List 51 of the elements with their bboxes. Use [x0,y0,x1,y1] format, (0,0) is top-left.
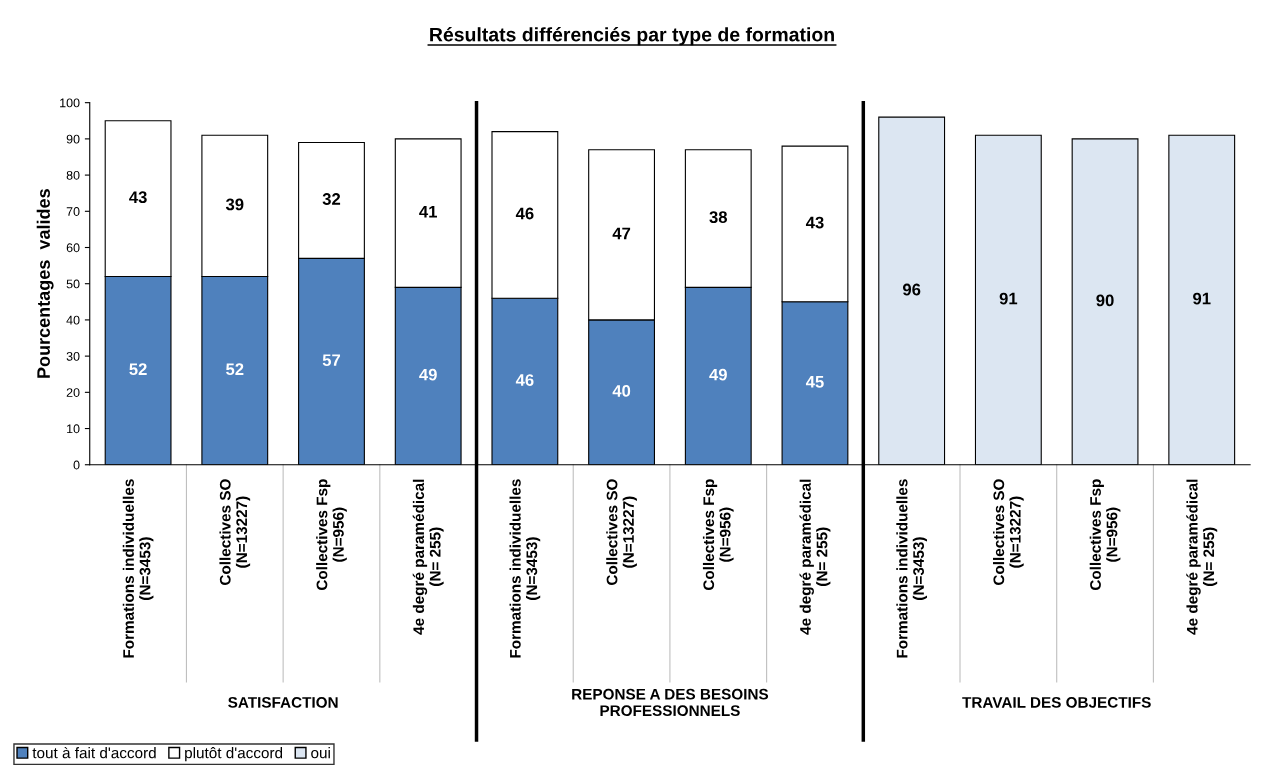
data-label: 52 [129,363,147,376]
data-label: 49 [709,368,727,381]
y-tick-label: 0 [73,460,80,470]
x-tick-label: 4e degré paramédical (N= 255) [412,479,444,635]
y-tick-label: 80 [66,170,80,180]
data-label: 46 [515,374,534,386]
data-label: 91 [999,292,1018,305]
data-label: 52 [226,363,244,376]
data-label: 38 [709,211,728,224]
y-tick-label: 10 [67,424,80,434]
x-tick-label: 4e degré paramédical (N= 255) [1186,479,1218,635]
data-label: 47 [612,227,631,240]
x-tick-label: Collectives SO (N=13227) [606,479,637,585]
x-tick-label: Collectives Fsp (N=956) [316,479,347,591]
y-tick-label: 100 [60,98,80,108]
data-label: 40 [612,385,631,397]
x-tick-label: Collectives SO (N=13227) [219,479,251,585]
text: TRAVAIL DES OBJECTIFS [962,696,1151,708]
legend-label: tout à fait d'accord [32,746,156,759]
y-tick-label: 20 [66,388,80,397]
y-tick-label: 70 [66,207,80,216]
y-axis-title: Pourcentages valides [36,189,54,378]
x-tick-label: 4e degré paramédical (N= 255) [799,479,831,635]
data-label: 90 [1096,294,1114,307]
x-tick-label: Formations individuelles (N=3453) [509,479,541,658]
data-label: 57 [322,354,341,367]
chart-title: Résultats différenciés par type de formation [430,27,834,46]
data-label: 49 [419,368,437,381]
y-tick-label: 40 [66,315,80,325]
data-label: 45 [805,376,824,388]
data-label: 46 [515,207,534,220]
data-label: 91 [1193,292,1211,305]
data-label: 41 [419,205,437,218]
y-tick-label: 60 [66,243,80,253]
text: SATISFACTION [228,696,338,708]
data-label: 32 [322,193,341,205]
x-tick-label: Formations individuelles (N=3453) [896,479,928,658]
x-tick-label: Collectives SO (N=13227) [993,479,1024,585]
y-tick-label: 30 [66,351,80,361]
x-tick-label: Collectives Fsp (N=956) [702,479,734,591]
data-label: 96 [902,283,921,296]
text: REPONSE A DES BESOINS PROFESSIONNELS [572,688,769,717]
data-label: 43 [129,191,147,204]
x-tick-label: Formations individuelles (N=3453) [122,479,154,658]
data-label: 39 [225,198,244,211]
y-tick-label: 50 [66,279,80,289]
legend-label: plutôt d'accord [185,747,283,762]
y-tick-label: 90 [66,134,80,144]
legend-label: oui [311,747,330,759]
x-tick-label: Collectives Fsp (N=956) [1089,479,1121,591]
data-label: 43 [805,216,824,229]
